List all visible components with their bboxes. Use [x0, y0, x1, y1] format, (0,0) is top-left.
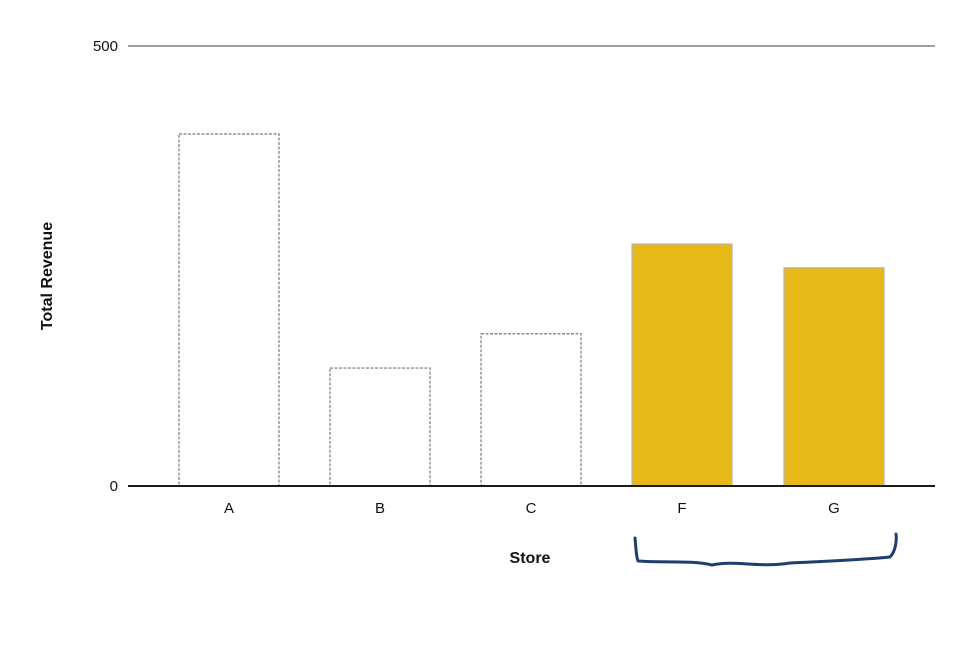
x-tick-label-g: G: [828, 500, 840, 517]
bar-b: [329, 367, 431, 487]
x-tick-label-c: C: [526, 500, 537, 517]
bars-group: [178, 133, 885, 487]
x-axis-title: Store: [510, 550, 551, 567]
bar-a: [178, 133, 280, 487]
y-tick-label-500: 500: [93, 38, 118, 55]
bar-f: [631, 243, 733, 487]
highlight-bracket: [633, 532, 898, 567]
x-tick-label-b: B: [375, 500, 385, 517]
x-tick-label-f: F: [677, 500, 686, 517]
y-axis-title: Total Revenue: [39, 222, 56, 330]
bar-c: [480, 333, 582, 487]
y-tick-label-0: 0: [110, 478, 118, 495]
x-tick-label-a: A: [224, 500, 234, 517]
bar-g: [783, 267, 885, 487]
y-tick-labels: 0 500: [93, 38, 118, 495]
